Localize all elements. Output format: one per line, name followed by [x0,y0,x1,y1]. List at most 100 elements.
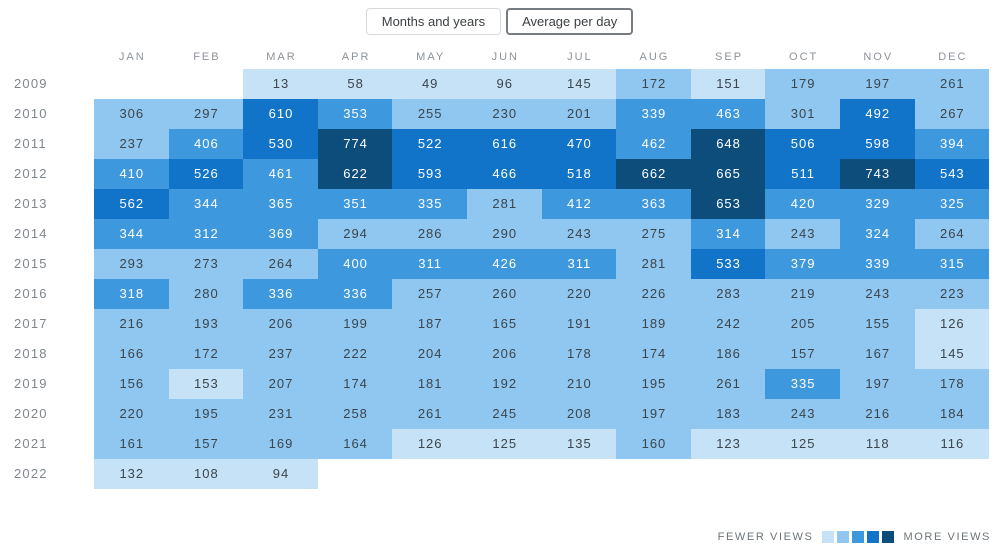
heatmap-cell[interactable]: 237 [243,339,318,369]
heatmap-cell[interactable]: 294 [317,219,393,249]
heatmap-cell[interactable]: 351 [317,189,393,219]
heatmap-cell[interactable]: 123 [690,429,766,459]
heatmap-cell[interactable]: 220 [94,399,169,429]
heatmap-cell[interactable]: 281 [616,249,691,279]
heatmap-cell[interactable]: 108 [168,459,244,489]
heatmap-cell[interactable]: 353 [317,99,393,129]
heatmap-cell[interactable]: 616 [466,129,542,159]
heatmap-cell[interactable]: 743 [839,159,915,189]
heatmap-cell[interactable]: 562 [94,189,169,219]
heatmap-cell[interactable]: 281 [466,189,542,219]
heatmap-cell[interactable]: 339 [616,99,691,129]
heatmap-cell[interactable]: 216 [94,309,169,339]
heatmap-cell[interactable]: 462 [616,129,691,159]
heatmap-cell[interactable]: 178 [914,369,990,399]
heatmap-cell[interactable]: 522 [392,129,467,159]
heatmap-cell[interactable]: 125 [466,429,542,459]
heatmap-cell[interactable]: 157 [168,429,244,459]
heatmap-cell[interactable]: 126 [392,429,467,459]
heatmap-cell[interactable]: 210 [541,369,617,399]
heatmap-cell[interactable]: 290 [466,219,542,249]
heatmap-cell[interactable]: 193 [168,309,244,339]
months-and-years-toggle-button[interactable]: Months and years [365,8,502,35]
heatmap-cell[interactable]: 297 [168,99,244,129]
heatmap-cell[interactable]: 260 [466,279,542,309]
heatmap-cell[interactable]: 118 [839,429,915,459]
heatmap-cell[interactable]: 181 [392,369,467,399]
heatmap-cell[interactable]: 533 [690,249,766,279]
heatmap-cell[interactable]: 648 [690,129,766,159]
heatmap-cell[interactable]: 183 [690,399,766,429]
heatmap-cell[interactable]: 662 [616,159,691,189]
heatmap-cell[interactable]: 315 [914,249,990,279]
heatmap-cell[interactable]: 164 [317,429,393,459]
heatmap-cell[interactable]: 463 [690,99,766,129]
heatmap-cell[interactable]: 172 [168,339,244,369]
heatmap-cell[interactable]: 243 [541,219,617,249]
heatmap-cell[interactable]: 169 [243,429,318,459]
heatmap-cell[interactable]: 126 [914,309,990,339]
heatmap-cell[interactable]: 318 [94,279,169,309]
heatmap-cell[interactable]: 243 [765,399,840,429]
heatmap-cell[interactable]: 526 [168,159,244,189]
heatmap-cell[interactable]: 470 [541,129,617,159]
heatmap-cell[interactable]: 191 [541,309,617,339]
heatmap-cell[interactable]: 261 [392,399,467,429]
heatmap-cell[interactable]: 653 [690,189,766,219]
heatmap-cell[interactable]: 335 [765,369,840,399]
heatmap-cell[interactable]: 261 [690,369,766,399]
heatmap-cell[interactable]: 13 [243,69,318,99]
heatmap-cell[interactable]: 394 [914,129,990,159]
heatmap-cell[interactable]: 151 [690,69,766,99]
heatmap-cell[interactable]: 166 [94,339,169,369]
heatmap-cell[interactable]: 231 [243,399,318,429]
heatmap-cell[interactable]: 286 [392,219,467,249]
heatmap-cell[interactable]: 237 [94,129,169,159]
heatmap-cell[interactable]: 335 [392,189,467,219]
heatmap-cell[interactable]: 426 [466,249,542,279]
heatmap-cell[interactable]: 400 [317,249,393,279]
heatmap-cell[interactable]: 363 [616,189,691,219]
heatmap-cell[interactable]: 58 [317,69,393,99]
heatmap-cell[interactable]: 195 [168,399,244,429]
heatmap-cell[interactable]: 301 [765,99,840,129]
heatmap-cell[interactable]: 325 [914,189,990,219]
heatmap-cell[interactable]: 344 [94,219,169,249]
heatmap-cell[interactable]: 195 [616,369,691,399]
heatmap-cell[interactable]: 179 [765,69,840,99]
heatmap-cell[interactable]: 132 [94,459,169,489]
heatmap-cell[interactable]: 264 [914,219,990,249]
heatmap-cell[interactable]: 492 [839,99,915,129]
heatmap-cell[interactable]: 172 [616,69,691,99]
heatmap-cell[interactable]: 145 [914,339,990,369]
heatmap-cell[interactable]: 593 [392,159,467,189]
heatmap-cell[interactable]: 506 [765,129,840,159]
heatmap-cell[interactable]: 205 [765,309,840,339]
heatmap-cell[interactable]: 201 [541,99,617,129]
heatmap-cell[interactable]: 206 [466,339,542,369]
heatmap-cell[interactable]: 197 [616,399,691,429]
heatmap-cell[interactable]: 466 [466,159,542,189]
heatmap-cell[interactable]: 204 [392,339,467,369]
heatmap-cell[interactable]: 206 [243,309,318,339]
heatmap-cell[interactable]: 365 [243,189,318,219]
heatmap-cell[interactable]: 243 [839,279,915,309]
heatmap-cell[interactable]: 174 [616,339,691,369]
heatmap-cell[interactable]: 174 [317,369,393,399]
heatmap-cell[interactable]: 314 [690,219,766,249]
heatmap-cell[interactable]: 207 [243,369,318,399]
heatmap-cell[interactable]: 273 [168,249,244,279]
heatmap-cell[interactable]: 461 [243,159,318,189]
heatmap-cell[interactable]: 242 [690,309,766,339]
heatmap-cell[interactable]: 369 [243,219,318,249]
heatmap-cell[interactable]: 336 [317,279,393,309]
heatmap-cell[interactable]: 216 [839,399,915,429]
heatmap-cell[interactable]: 312 [168,219,244,249]
heatmap-cell[interactable]: 184 [914,399,990,429]
heatmap-cell[interactable]: 219 [765,279,840,309]
heatmap-cell[interactable]: 280 [168,279,244,309]
average-per-day-toggle-button[interactable]: Average per day [506,8,634,35]
heatmap-cell[interactable]: 518 [541,159,617,189]
heatmap-cell[interactable]: 264 [243,249,318,279]
heatmap-cell[interactable]: 223 [914,279,990,309]
